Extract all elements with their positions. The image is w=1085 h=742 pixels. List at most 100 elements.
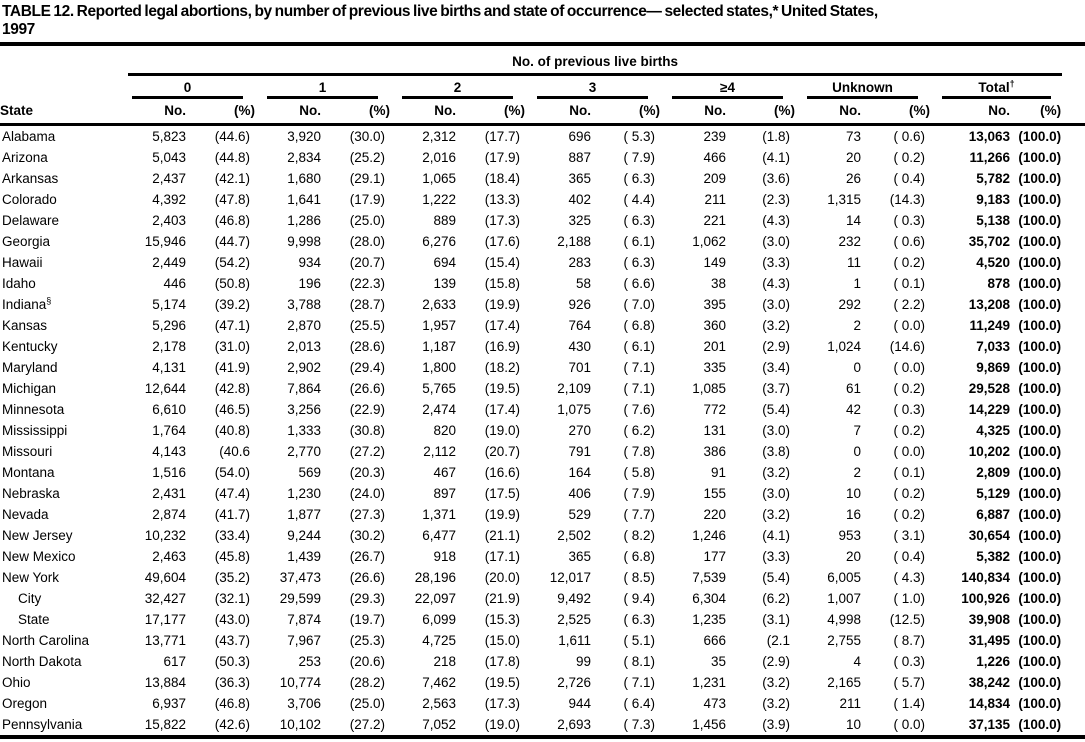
spanner-header: No. of previous live births [120, 47, 1085, 76]
table-row: Minnesota 6,610 (46.5) 3,256 (22.9) 2,474 (17.… [0, 399, 1085, 420]
percent-cell: (19.5) [484, 381, 520, 396]
count-cell: 7,967 [287, 633, 321, 648]
state-name: Nebraska [2, 486, 60, 501]
percent-cell: (100.0) [1018, 339, 1062, 354]
percent-cell: (28.2) [349, 675, 385, 690]
count-cell: 5,823 [152, 129, 186, 144]
count-cell: 221 [703, 213, 726, 228]
percent-cell: (47.1) [214, 318, 250, 333]
percent-cell: (29.1) [349, 171, 385, 186]
percent-cell: (100.0) [1018, 150, 1062, 165]
percent-cell: (25.2) [349, 150, 385, 165]
percent-cell: (43.0) [214, 612, 250, 627]
percent-cell: (29.3) [349, 591, 385, 606]
state-name: Delaware [2, 213, 60, 228]
count-cell: 30,654 [968, 528, 1010, 543]
count-cell: 1,065 [422, 171, 456, 186]
count-cell: 1,222 [422, 192, 456, 207]
table-row: Arizona 5,043 (44.8) 2,834 (25.2) 2,016 (17.9)… [0, 147, 1085, 168]
table-title-line1: TABLE 12. Reported legal abortions, by n… [2, 3, 878, 20]
percent-cell: (19.0) [484, 423, 520, 438]
count-cell: 1,957 [422, 318, 456, 333]
percent-cell: (3.2) [762, 465, 790, 480]
percent-cell: (13.3) [484, 192, 520, 207]
count-cell: 2,403 [152, 213, 186, 228]
group-label: Total† [942, 79, 1052, 99]
count-cell: 2,431 [152, 486, 186, 501]
count-cell: 2,312 [422, 129, 456, 144]
percent-cell: (17.6) [484, 234, 520, 249]
table-row: Missouri 4,143 (40.6 2,770 (27.2) 2,112 (20.7)… [0, 441, 1085, 462]
table-row: North Dakota 617 (50.3) 253 (20.6) 218 (17.8) 9… [0, 651, 1085, 672]
percent-cell: (12.5) [889, 612, 925, 627]
percent-cell: (4.3) [762, 276, 790, 291]
count-cell: 11,249 [969, 318, 1010, 333]
percent-cell: ( 9.4) [623, 591, 655, 606]
count-cell: 20 [845, 150, 861, 165]
group-header-4: 3 [525, 76, 660, 99]
count-cell: 196 [298, 276, 321, 291]
state-name: Kansas [2, 318, 48, 333]
count-cell: 2,109 [557, 381, 591, 396]
count-cell: 6,610 [152, 402, 186, 417]
count-cell: 569 [298, 465, 321, 480]
percent-cell: (19.5) [484, 675, 520, 690]
percent-cell: (20.6) [349, 654, 385, 669]
state-name: State [18, 612, 50, 627]
percent-cell: (100.0) [1018, 171, 1062, 186]
group-header-2: 1 [255, 76, 390, 99]
percent-cell: ( 8.5) [623, 570, 655, 585]
percent-cell: (100.0) [1018, 507, 1062, 522]
state-name: Maryland [2, 360, 58, 375]
percent-cell: ( 5.8) [623, 465, 655, 480]
percent-cell: (3.3) [762, 549, 790, 564]
percent-cell: (26.6) [349, 381, 385, 396]
count-cell: 1,246 [692, 528, 726, 543]
count-cell: 335 [703, 360, 726, 375]
abortions-by-live-births-table: No. of previous live births 0 1 2 3 ≥4 Unknow… [0, 47, 1085, 735]
percent-cell: (15.8) [484, 276, 520, 291]
count-cell: 1,085 [692, 381, 726, 396]
percent-cell: (17.8) [484, 654, 520, 669]
percent-cell: (28.0) [349, 234, 385, 249]
count-cell: 402 [568, 192, 591, 207]
percent-subheader: (%) [456, 99, 525, 126]
count-cell: 13,208 [968, 297, 1010, 312]
percent-cell: (100.0) [1018, 528, 1062, 543]
percent-cell: ( 2.2) [893, 297, 925, 312]
percent-cell: (100.0) [1018, 276, 1062, 291]
count-cell: 211 [704, 192, 726, 207]
percent-cell: (39.2) [214, 297, 250, 312]
count-cell: 10,774 [279, 675, 321, 690]
state-name: New Mexico [2, 549, 76, 564]
percent-cell: (100.0) [1018, 717, 1062, 732]
count-cell: 218 [433, 654, 456, 669]
percent-cell: (35.2) [214, 570, 250, 585]
percent-cell: (46.5) [214, 402, 250, 417]
table-row: Idaho 446 (50.8) 196 (22.3) 139 (15.8) 58 ( 6.6)… [0, 273, 1085, 294]
percent-cell: (19.9) [484, 297, 520, 312]
percent-cell: ( 0.3) [893, 402, 925, 417]
percent-cell: (3.2) [762, 675, 790, 690]
percent-cell: (100.0) [1018, 465, 1062, 480]
percent-cell: (17.3) [484, 213, 520, 228]
count-cell: 1,007 [827, 591, 861, 606]
percent-cell: (3.2) [762, 318, 790, 333]
percent-cell: (100.0) [1018, 633, 1062, 648]
count-cell: 4,998 [827, 612, 861, 627]
count-cell: 14,229 [968, 402, 1010, 417]
count-cell: 270 [568, 423, 591, 438]
percent-cell: (100.0) [1018, 675, 1062, 690]
percent-cell: (100.0) [1018, 591, 1062, 606]
count-cell: 39,908 [968, 612, 1010, 627]
count-cell: 1,680 [287, 171, 321, 186]
table-row: Colorado 4,392 (47.8) 1,641 (17.9) 1,222 (13.3… [0, 189, 1085, 210]
percent-cell: (100.0) [1018, 213, 1062, 228]
count-cell: 360 [703, 318, 726, 333]
count-cell: 209 [703, 171, 726, 186]
percent-cell: ( 7.8) [623, 444, 655, 459]
percent-cell: (2.9) [762, 654, 790, 669]
percent-cell: (28.6) [349, 339, 385, 354]
percent-subheader: (%) [1010, 99, 1085, 126]
count-cell: 934 [298, 255, 321, 270]
